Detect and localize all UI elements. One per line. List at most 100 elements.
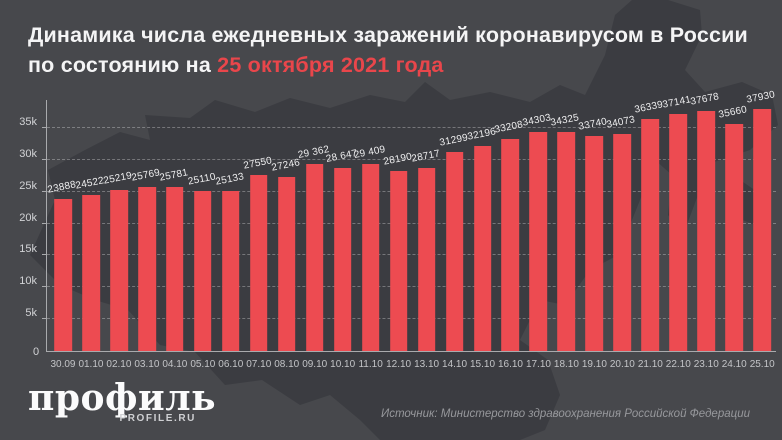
bar-02.10: [110, 190, 128, 351]
y-axis-tick: [42, 253, 46, 255]
page-title: Динамика числа ежедневных заражений коро…: [28, 20, 758, 80]
bar-12.10: [389, 171, 408, 351]
bar-column-20.10: 34073 20.10: [606, 100, 637, 370]
y-axis-tick: [42, 190, 46, 192]
x-axis-label-03.10: 03.10: [134, 359, 160, 370]
y-axis-label-20k: 20k: [19, 212, 37, 224]
bar-column-24.10: 35660 24.10: [717, 100, 749, 370]
y-axis-label-5k: 5k: [25, 307, 37, 319]
x-axis-label-09.10: 09.10: [302, 359, 328, 370]
bar-19.10: [585, 136, 604, 351]
bar-value-label-12.10: 28190: [382, 151, 413, 168]
y-axis-label-30k: 30k: [19, 148, 37, 160]
bar-10.10: [333, 168, 352, 351]
x-axis-label-16.10: 16.10: [497, 359, 523, 370]
bar-column-25.10: 37930 25.10: [746, 89, 776, 370]
x-axis-label-21.10: 21.10: [637, 359, 663, 370]
bar-column-04.10: 25781 04.10: [158, 100, 189, 370]
bar-column-10.10: 28 647 10.10: [325, 100, 358, 370]
bar-value-label-16.10: 33208: [494, 119, 525, 136]
bar-column-01.10: 24522 01.10: [75, 100, 105, 370]
bar-13.10: [417, 168, 436, 351]
x-axis-label-30.09: 30.09: [50, 359, 76, 370]
bar-09.10: [305, 164, 324, 351]
x-axis-label-11.10: 11.10: [358, 359, 383, 370]
x-axis-label-06.10: 06.10: [218, 359, 244, 370]
bar-column-07.10: 27550 07.10: [242, 100, 273, 370]
gridline-20k: [47, 223, 776, 224]
bar-column-05.10: 25110 05.10: [186, 100, 217, 370]
y-axis-tick: [42, 158, 46, 160]
bar-column-15.10: 32196 15.10: [466, 100, 497, 370]
gridline-30k: [47, 159, 776, 160]
x-axis-label-04.10: 04.10: [162, 359, 188, 370]
y-axis-label-35k: 35k: [19, 116, 37, 128]
x-axis-label-10.10: 10.10: [330, 359, 356, 370]
x-axis-label-17.10: 17.10: [525, 359, 551, 370]
bar-01.10: [82, 195, 100, 351]
bar-column-16.10: 33208 16.10: [494, 100, 525, 370]
x-axis-label-13.10: 13.10: [414, 359, 440, 370]
logo-wordmark: профиль: [28, 377, 217, 419]
x-axis-label-12.10: 12.10: [386, 359, 412, 370]
bar-column-12.10: 28190 12.10: [382, 100, 413, 370]
bar-column-03.10: 25769 03.10: [130, 100, 161, 370]
x-axis-label-18.10: 18.10: [553, 359, 579, 370]
bar-value-label-20.10: 34073: [606, 114, 637, 131]
bar-value-label-24.10: 35660: [717, 104, 749, 121]
bar-value-label-06.10: 25133: [214, 171, 245, 188]
x-axis-label-14.10: 14.10: [442, 359, 468, 370]
bar-value-label-13.10: 28717: [410, 148, 441, 165]
x-axis-label-24.10: 24.10: [721, 359, 747, 370]
bar-column-30.09: 23888 30.09: [46, 100, 78, 370]
bar-24.10: [725, 124, 744, 351]
bar-value-label-30.09: 23888: [46, 179, 78, 196]
gridline-35k: [47, 127, 776, 128]
x-axis-label-01.10: 01.10: [78, 359, 104, 370]
bar-column-14.10: 31299 14.10: [438, 100, 469, 370]
gridline-25k: [47, 191, 776, 192]
bar-column-23.10: 37678 23.10: [690, 91, 720, 370]
bar-column-22.10: 37141 22.10: [662, 94, 692, 370]
bar-25.10: [753, 109, 772, 351]
bar-15.10: [473, 146, 492, 351]
bar-value-label-15.10: 32196: [466, 126, 497, 143]
bar-value-label-18.10: 34325: [550, 112, 581, 129]
x-axis-label-19.10: 19.10: [581, 359, 607, 370]
title-text: Динамика числа ежедневных заражений коро…: [28, 23, 748, 77]
x-axis-label-22.10: 22.10: [665, 359, 691, 370]
bar-chart: 5k 10k 15k 20k 25k 30k 35k 0 23888 30.09 24522 01.…: [19, 89, 777, 370]
bars-layer: 23888 30.09 24522 01.10 25219 02.10 25769 03.10…: [46, 89, 777, 370]
bar-value-label-07.10: 27550: [242, 155, 273, 172]
bar-17.10: [529, 132, 548, 351]
x-axis-label-08.10: 08.10: [274, 359, 300, 370]
source-attribution: Источник: Министерство здравоохранения Р…: [381, 408, 750, 420]
bar-column-02.10: 25219 02.10: [103, 100, 133, 370]
bar-30.09: [54, 199, 72, 351]
bar-value-label-04.10: 25781: [158, 167, 189, 184]
bar-06.10: [221, 191, 240, 351]
bar-value-label-17.10: 34303: [522, 112, 553, 129]
bar-18.10: [557, 132, 576, 351]
bar-value-label-03.10: 25769: [130, 167, 161, 184]
x-axis-label-07.10: 07.10: [246, 359, 272, 370]
logo-subtitle: PROFILE.RU: [119, 413, 196, 424]
bar-03.10: [138, 187, 156, 351]
bar-column-06.10: 25133 06.10: [214, 100, 245, 370]
x-axis-label-05.10: 05.10: [190, 359, 216, 370]
bar-07.10: [249, 175, 268, 351]
bar-21.10: [641, 119, 660, 351]
bar-04.10: [166, 187, 184, 351]
bar-value-label-14.10: 31299: [438, 132, 469, 149]
x-axis-label-25.10: 25.10: [749, 359, 775, 370]
gridline-5k: [47, 318, 776, 319]
bar-value-label-05.10: 25110: [186, 171, 217, 188]
bar-05.10: [194, 191, 212, 351]
gridline-10k: [47, 286, 776, 287]
x-axis-label-02.10: 02.10: [106, 359, 132, 370]
bar-22.10: [669, 114, 688, 351]
bar-column-17.10: 34303 17.10: [522, 100, 553, 370]
y-axis-tick: [42, 285, 46, 287]
bar-23.10: [697, 111, 716, 351]
